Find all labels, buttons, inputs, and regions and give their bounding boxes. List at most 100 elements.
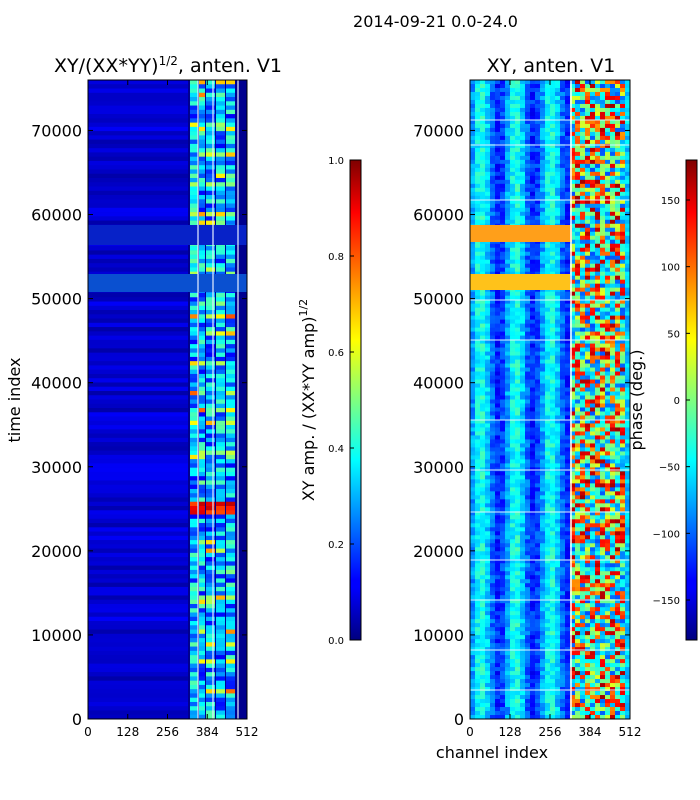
phase-cell [530, 487, 536, 492]
phase-cell [500, 95, 506, 101]
phase-cell [570, 483, 576, 488]
phase-cell [585, 515, 591, 520]
phase-cell [470, 267, 476, 272]
phase-cell [530, 499, 536, 504]
phase-cell [535, 463, 541, 468]
phase-heatmap [470, 80, 631, 720]
phase-cell [520, 327, 526, 332]
phase-cell [590, 295, 596, 300]
phase-cell [590, 579, 596, 584]
phase-cell [580, 447, 586, 452]
phase-cell [520, 119, 526, 125]
phase-cell [600, 519, 606, 524]
phase-cell [475, 527, 481, 532]
phase-cell [495, 579, 501, 584]
phase-cell [600, 267, 606, 272]
phase-cell [480, 295, 486, 300]
phase-cell [560, 519, 566, 524]
phase-cell [595, 407, 601, 412]
phase-cell [600, 87, 606, 93]
amp-cell [88, 437, 188, 443]
amp-cell [216, 523, 225, 528]
phase-cell [560, 303, 566, 308]
amp-cell [206, 646, 215, 652]
phase-cell [490, 487, 496, 492]
phase-cell [570, 407, 576, 412]
phase-cell [560, 547, 566, 552]
phase-cell [510, 351, 516, 356]
phase-cell [515, 435, 521, 440]
phase-cell [545, 183, 551, 189]
phase-cell [535, 307, 541, 312]
phase-cell [625, 483, 631, 488]
amp-cell [216, 514, 225, 520]
phase-cell [585, 571, 591, 576]
amp-cell [88, 122, 188, 128]
phase-cell [585, 267, 591, 272]
phase-cell [585, 119, 591, 125]
phase-cell [495, 423, 501, 428]
amp-cell [190, 565, 198, 571]
phase-cell [605, 399, 611, 404]
phase-cell [585, 411, 591, 416]
phase-cell [580, 159, 586, 165]
phase-cell [555, 523, 561, 528]
amp-cell [226, 88, 235, 94]
phase-cell [600, 219, 606, 225]
amp-cell [199, 429, 205, 434]
phase-cell [605, 163, 611, 169]
amp-cell [206, 497, 215, 503]
phase-cell [490, 91, 496, 97]
phase-cell [605, 391, 611, 396]
phase-cell [560, 459, 566, 464]
phase-cell [505, 95, 511, 101]
phase-cell [475, 419, 481, 424]
phase-cell [600, 411, 606, 416]
amp-cell [88, 352, 188, 358]
phase-cell [625, 459, 631, 464]
amp-cell [190, 109, 198, 115]
phase-cell [515, 327, 521, 332]
phase-cell [605, 219, 611, 225]
amp-cell [199, 535, 205, 541]
phase-cell [545, 451, 551, 456]
phase-cell [610, 243, 616, 249]
phase-cell [625, 167, 631, 173]
amp-cell [206, 92, 215, 98]
phase-cell [585, 319, 591, 324]
phase-cell [550, 531, 556, 536]
phase-cell [545, 383, 551, 388]
phase-cell [575, 87, 581, 93]
phase-cell [550, 163, 556, 169]
phase-cell [605, 455, 611, 460]
amp-cell [190, 420, 198, 426]
amp-cell [226, 267, 235, 272]
phase-cell [595, 543, 601, 548]
phase-cell [580, 411, 586, 416]
amp-cell [199, 548, 205, 554]
phase-cell [590, 111, 596, 117]
amp-cell [206, 680, 215, 686]
phase-cell [470, 199, 476, 205]
phase-cell [495, 199, 501, 205]
phase-cell [480, 80, 486, 85]
phase-cell [580, 103, 586, 109]
phase-cell [540, 571, 546, 576]
phase-cell [520, 495, 526, 500]
phase-cell [485, 183, 491, 189]
phase-cell [490, 531, 496, 536]
phase-cell [555, 487, 561, 492]
phase-cell [580, 515, 586, 520]
amp-cell [216, 190, 225, 196]
phase-cell [585, 487, 591, 492]
amp-cell [206, 356, 215, 362]
amp-cell [216, 301, 225, 307]
phase-cell [565, 439, 571, 444]
phase-cell [575, 135, 581, 141]
phase-cell [585, 459, 591, 464]
amp-cell [226, 659, 235, 664]
phase-cell [470, 367, 476, 372]
phase-cell [565, 463, 571, 468]
amp-cell [190, 173, 198, 179]
phase-cell [535, 259, 541, 265]
